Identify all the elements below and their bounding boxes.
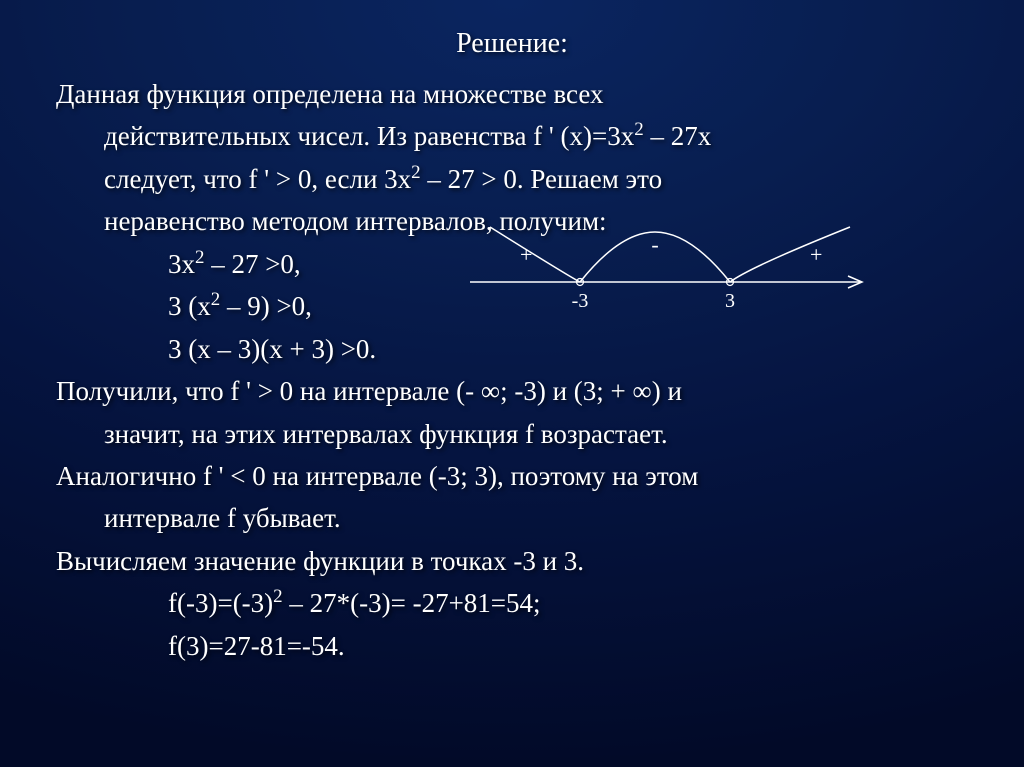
text: – 27*(-3)= -27+81=54; <box>283 588 541 618</box>
paragraph-2-line-2: значит, на этих интервалах функция f воз… <box>56 416 968 452</box>
paragraph-3-line-2: интервале f убывает. <box>56 500 968 536</box>
sup: 2 <box>211 289 220 310</box>
text: 3x <box>168 249 195 279</box>
paragraph-3-line-1: Аналогично f ' < 0 на интервале (-3; 3),… <box>56 458 968 494</box>
inequality-line-3: 3 (x – 3)(x + 3) >0. <box>56 331 968 367</box>
sign-mid-label: - <box>651 232 658 257</box>
paragraph-2-line-1: Получили, что f ' > 0 на интервале (- ∞;… <box>56 373 968 409</box>
interval-diagram: + - + -3 3 <box>470 222 870 312</box>
number-line-svg: + - + -3 3 <box>470 222 870 322</box>
slide-container: Решение: Данная функция определена на мн… <box>0 0 1024 767</box>
tick-right-label: 3 <box>725 290 735 312</box>
calc-line-1: f(-3)=(-3)2 – 27*(-3)= -27+81=54; <box>56 585 968 621</box>
sign-left-label: + <box>520 242 532 267</box>
arc-right <box>730 227 850 282</box>
paragraph-1-line-1: Данная функция определена на множестве в… <box>56 76 968 112</box>
text: – 9) >0, <box>220 291 312 321</box>
text: – 27 >0, <box>204 249 300 279</box>
slide-title: Решение: <box>56 28 968 60</box>
paragraph-1-line-3: следует, что f ' > 0, если 3x2 – 27 > 0.… <box>56 161 968 197</box>
sup: 2 <box>411 162 420 183</box>
text: – 27 > 0. Решаем это <box>421 164 663 194</box>
text: действительных чисел. Из равенства f ' (… <box>104 121 634 151</box>
sign-right-label: + <box>810 242 822 267</box>
text: f(-3)=(-3) <box>168 588 273 618</box>
sup: 2 <box>634 119 643 140</box>
paragraph-4: Вычисляем значение функции в точках -3 и… <box>56 543 968 579</box>
paragraph-1-line-2: действительных чисел. Из равенства f ' (… <box>56 118 968 154</box>
tick-left-label: -3 <box>572 290 589 312</box>
arc-left <box>490 227 580 282</box>
text: – 27x <box>644 121 712 151</box>
text: следует, что f ' > 0, если 3x <box>104 164 411 194</box>
calc-line-2: f(3)=27-81=-54. <box>56 628 968 664</box>
text: 3 (x <box>168 291 211 321</box>
sup: 2 <box>273 586 282 607</box>
